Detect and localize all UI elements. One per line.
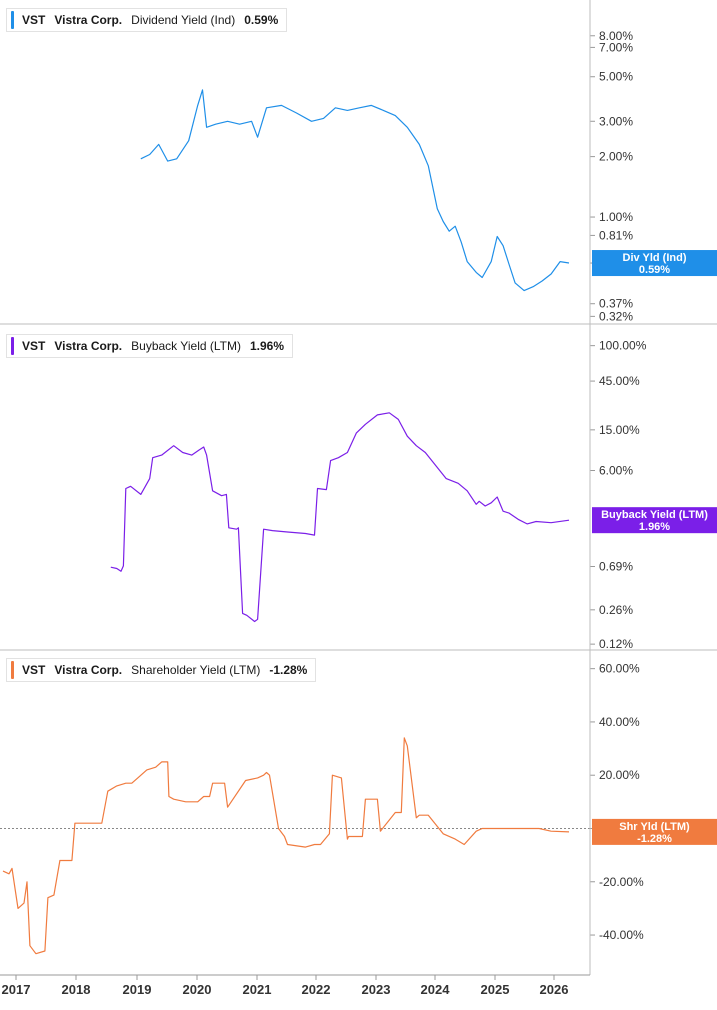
legend-company: Vistra Corp. [54,13,123,27]
legend-ticker: VST [22,339,46,353]
y-tick-label: 45.00% [599,374,640,388]
y-tick-label: 0.81% [599,228,633,242]
y-tick-label: 8.00% [599,29,633,43]
legend-swatch-buyback [11,337,14,355]
current-value-callout [592,818,717,845]
legend-company: Vistra Corp. [54,663,123,677]
legend-swatch-dividend [11,11,14,29]
panel-1: 8.00%7.00% 5.00% 3.00% 2.00% 1.00% 0.81% 0.59%… [0,29,717,325]
y-tick-label: -20.00% [599,875,644,889]
y-tick-label: -40.00% [599,928,644,942]
y-tick-label: 20.00% [599,768,640,782]
legend-dividend-yield[interactable]: VST Vistra Corp. Dividend Yield (Ind) 0.… [6,8,288,32]
legend-ticker: VST [22,13,46,27]
legend-value: 1.96% [249,339,285,353]
legend-ticker: VST [22,663,46,677]
y-tick-label: 1.00% [599,210,633,224]
y-tick-label: 40.00% [599,715,640,729]
y-tick-label: 6.00% [599,464,633,478]
x-tick-label: 2026 [540,982,569,997]
callout-value: 1.96% [639,521,670,533]
series-line [2,737,570,955]
y-tick-label: 7.00% [599,40,633,54]
callout-label: Div Yld (Ind) [623,252,687,264]
series-line [110,412,570,623]
y-tick-label: 60.00% [599,662,640,676]
legend-buyback-yield[interactable]: VST Vistra Corp. Buyback Yield (LTM) 1.9… [6,334,294,358]
y-tick-label: 0.12% [599,637,633,651]
current-value-callout [592,250,717,277]
current-value-callout [592,507,717,534]
y-tick-label: 5.00% [599,70,633,84]
y-tick-label: 0.26% [599,603,633,617]
y-tick-label: 100.00% [599,339,647,353]
x-tick-label: 2022 [302,982,331,997]
legend-metric: Shareholder Yield (LTM) [131,663,261,677]
legend-company: Vistra Corp. [54,339,123,353]
legend-metric: Dividend Yield (Ind) [131,13,236,27]
callout-label: Shr Yld (LTM) [619,821,690,833]
y-tick-label: 0.69% [599,560,633,574]
legend-metric: Buyback Yield (LTM) [131,339,241,353]
x-tick-label: 2025 [481,982,510,997]
x-tick-label: 2024 [421,982,451,997]
legend-value: -1.28% [269,663,308,677]
legend-swatch-shareholder [11,661,14,679]
x-tick-label: 2020 [183,982,212,997]
callout-label: Buyback Yield (LTM) [601,509,708,521]
callout-value: -1.28% [637,833,672,845]
x-tick-label: 2023 [362,982,391,997]
callout-value: 0.59% [639,264,670,276]
x-tick-label: 2017 [2,982,31,997]
y-tick-label: 3.00% [599,114,633,128]
x-tick-label: 2021 [243,982,272,997]
y-tick-label: 15.00% [599,423,640,437]
panel-3: 60.00%40.00%20.00%0.00%-20.00%-40.00%Shr… [0,662,717,955]
y-tick-label: 2.00% [599,150,633,164]
legend-shareholder-yield[interactable]: VST Vistra Corp. Shareholder Yield (LTM)… [6,658,317,682]
series-line [140,89,570,292]
y-tick-label: 0.37% [599,297,633,311]
y-tick-label: 0.32% [599,309,633,323]
panel-2: 100.00% 45.00% 15.00% 6.00% 0.69% 0.26% 0.12% B… [0,339,717,651]
x-tick-label: 2019 [123,982,152,997]
legend-value: 0.59% [244,13,279,27]
x-tick-label: 2018 [62,982,91,997]
